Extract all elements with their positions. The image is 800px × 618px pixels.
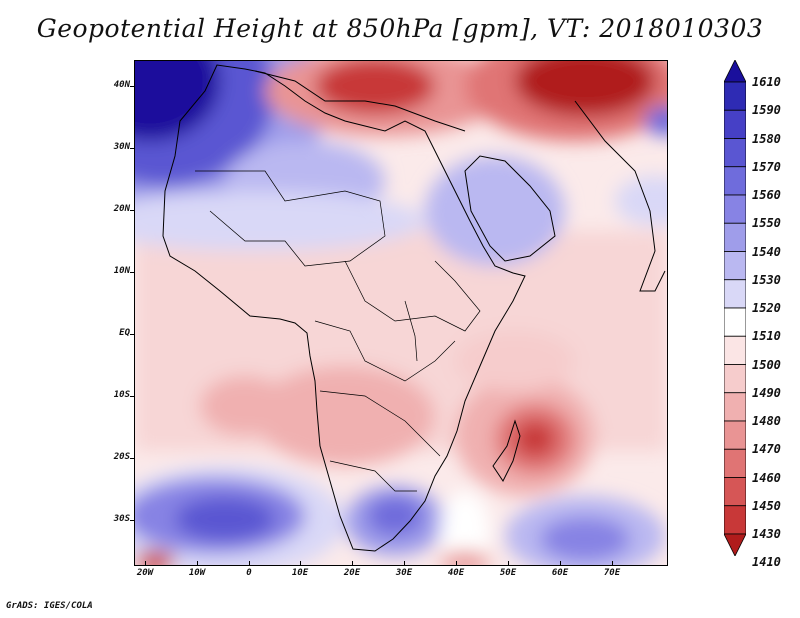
- height-contours-fill: [135, 61, 667, 565]
- colorbar-level-label: 1510: [752, 329, 781, 344]
- arabia-coast: [464, 155, 556, 262]
- y-tick: [130, 520, 134, 521]
- colorbar-swatch: [724, 392, 746, 422]
- lat-label-30n: 30N: [113, 142, 130, 152]
- lon-label-40e: 40E: [447, 568, 465, 578]
- colorbar-swatch: [724, 364, 746, 394]
- colorbar-level-label: 1470: [752, 442, 781, 457]
- colorbar-level-label: 1610: [752, 75, 781, 89]
- colorbar-level-label: 1530: [752, 272, 781, 287]
- colorbar-swatch: [724, 138, 746, 168]
- colorbar-swatch: [724, 477, 746, 507]
- colorbar-level-label: 1590: [752, 103, 781, 118]
- colorbar-level-label: 1500: [752, 357, 781, 372]
- lon-label-0: 0: [246, 568, 252, 578]
- colorbar-level-label: 1480: [752, 414, 781, 428]
- y-tick: [130, 210, 134, 211]
- colorbar-level-label: 1490: [752, 385, 781, 400]
- border-south-central: [319, 390, 441, 457]
- lon-label-70e: 70E: [603, 568, 621, 578]
- lon-label-50e: 50E: [499, 568, 517, 578]
- lat-label-40n: 40N: [113, 80, 130, 90]
- y-tick: [130, 458, 134, 459]
- x-tick: [145, 561, 146, 565]
- madagascar-coast: [492, 419, 521, 482]
- colorbar-swatch: [724, 335, 746, 365]
- colorbar-swatch: [724, 81, 746, 111]
- lon-label-20w: 20W: [136, 568, 154, 578]
- lat-label-20s: 20S: [113, 452, 130, 462]
- border-south: [329, 460, 417, 492]
- map-title: Geopotential Height at 850hPa [gpm], VT:…: [36, 14, 764, 43]
- colorbar-swatch: [724, 109, 746, 139]
- geopotential-height-field: [135, 61, 667, 565]
- colorbar-bottom-arrow: [724, 533, 746, 556]
- lon-label-20e: 20E: [343, 568, 361, 578]
- lat-label-20n: 20N: [113, 204, 130, 214]
- grads-credit: GrADS: IGES/COLA: [6, 601, 93, 611]
- y-tick: [130, 334, 134, 335]
- colorbar-level-label: 1550: [752, 216, 781, 231]
- x-tick: [404, 561, 405, 565]
- mediterranean-coast: [254, 70, 466, 132]
- colorbar-swatch: [724, 279, 746, 309]
- colorbar-level-label: 1430: [752, 527, 781, 541]
- y-tick: [130, 396, 134, 397]
- map-plot-area: [134, 60, 668, 566]
- colorbar-swatch: [724, 307, 746, 337]
- colorbar-level-label: 1580: [752, 131, 781, 146]
- colorbar-swatch: [724, 420, 746, 450]
- colorbar: [724, 60, 746, 556]
- x-tick: [352, 561, 353, 565]
- colorbar-level-label: 1540: [752, 244, 781, 259]
- lat-label-eq: EQ: [119, 328, 130, 338]
- y-tick: [130, 272, 134, 273]
- x-tick: [508, 561, 509, 565]
- y-tick: [130, 86, 134, 87]
- y-tick: [130, 148, 134, 149]
- border-equatorial: [314, 320, 456, 382]
- colorbar-level-label: 1450: [752, 498, 781, 513]
- colorbar-swatch: [724, 505, 746, 535]
- india-coast: [574, 100, 666, 292]
- colorbar-level-label: 1560: [752, 188, 781, 202]
- coastlines: [162, 64, 666, 552]
- x-tick: [197, 561, 198, 565]
- lon-label-10w: 10W: [188, 568, 206, 578]
- lon-label-10e: 10E: [291, 568, 309, 578]
- border-lake-victoria: [404, 300, 418, 362]
- colorbar-swatch: [724, 166, 746, 196]
- colorbar-swatch: [724, 194, 746, 224]
- x-tick: [456, 561, 457, 565]
- x-tick: [249, 561, 250, 565]
- colorbar-level-label: 1520: [752, 301, 781, 315]
- lon-label-60e: 60E: [551, 568, 569, 578]
- colorbar-level-label: 1410: [752, 555, 781, 570]
- colorbar-top-arrow: [724, 60, 746, 83]
- x-tick: [560, 561, 561, 565]
- colorbar-swatch: [724, 448, 746, 478]
- x-tick: [300, 561, 301, 565]
- lat-label-30s: 30S: [113, 514, 130, 524]
- lat-label-10n: 10N: [113, 266, 130, 276]
- country-borders: [195, 170, 481, 492]
- colorbar-level-label: 1460: [752, 470, 781, 485]
- border-central: [344, 260, 481, 332]
- lon-label-30e: 30E: [395, 568, 413, 578]
- colorbar-swatch: [724, 251, 746, 281]
- colorbar-level-label: 1570: [752, 159, 781, 174]
- border-sahara: [195, 170, 386, 267]
- x-tick: [612, 561, 613, 565]
- africa-coast: [162, 64, 526, 552]
- colorbar-swatch: [724, 222, 746, 252]
- lat-label-10s: 10S: [113, 390, 130, 400]
